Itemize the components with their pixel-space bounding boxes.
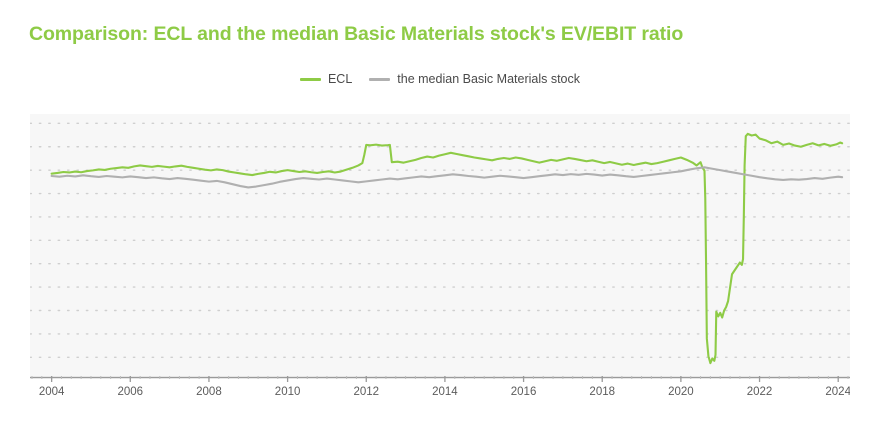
- x-axis-tick-label: 2014: [432, 386, 458, 398]
- x-axis-tick-label: 2020: [668, 386, 694, 398]
- plot-area: [30, 114, 850, 376]
- legend-label-median-basic-materials: the median Basic Materials stock: [397, 72, 581, 86]
- legend-swatch-icon: [299, 77, 321, 81]
- series-line-median-basic-materials: [50, 166, 844, 189]
- gridlines-group: [30, 122, 850, 358]
- x-axis-tick-label: 2004: [39, 386, 65, 398]
- x-axis-ticks-group: [30, 376, 850, 382]
- legend-item-ecl[interactable]: ECL: [299, 72, 353, 86]
- legend-label-ecl: ECL: [327, 72, 353, 86]
- x-axis-tick-label: 2012: [353, 386, 379, 398]
- series-group: [50, 132, 844, 365]
- plot-svg: [30, 122, 850, 365]
- x-axis-tick-label: 2010: [275, 386, 301, 398]
- x-axis-tick-label: 2008: [196, 386, 222, 398]
- x-axis-tick-label: 2016: [511, 386, 537, 398]
- series-line-ecl: [50, 132, 844, 365]
- x-axis-tick-label: 2006: [117, 386, 143, 398]
- page-title: Comparison: ECL and the median Basic Mat…: [29, 23, 684, 45]
- x-axis: 2004 2006 2008 2010 2012 2014 2016 2018 2020 2022…: [30, 376, 850, 406]
- legend-item-median-basic-materials[interactable]: the median Basic Materials stock: [369, 72, 580, 86]
- legend-swatch-icon: [369, 77, 391, 81]
- chart-legend: ECL the median Basic Materials stock: [0, 72, 880, 86]
- x-axis-labels-group: 2004 2006 2008 2010 2012 2014 2016 2018 2020 2022…: [39, 386, 850, 398]
- x-axis-svg: 2004 2006 2008 2010 2012 2014 2016 2018 2020 2022…: [30, 376, 850, 398]
- x-axis-tick-label: 2018: [589, 386, 615, 398]
- x-axis-tick-label: 2022: [747, 386, 773, 398]
- x-axis-tick-label: 2024: [825, 386, 850, 398]
